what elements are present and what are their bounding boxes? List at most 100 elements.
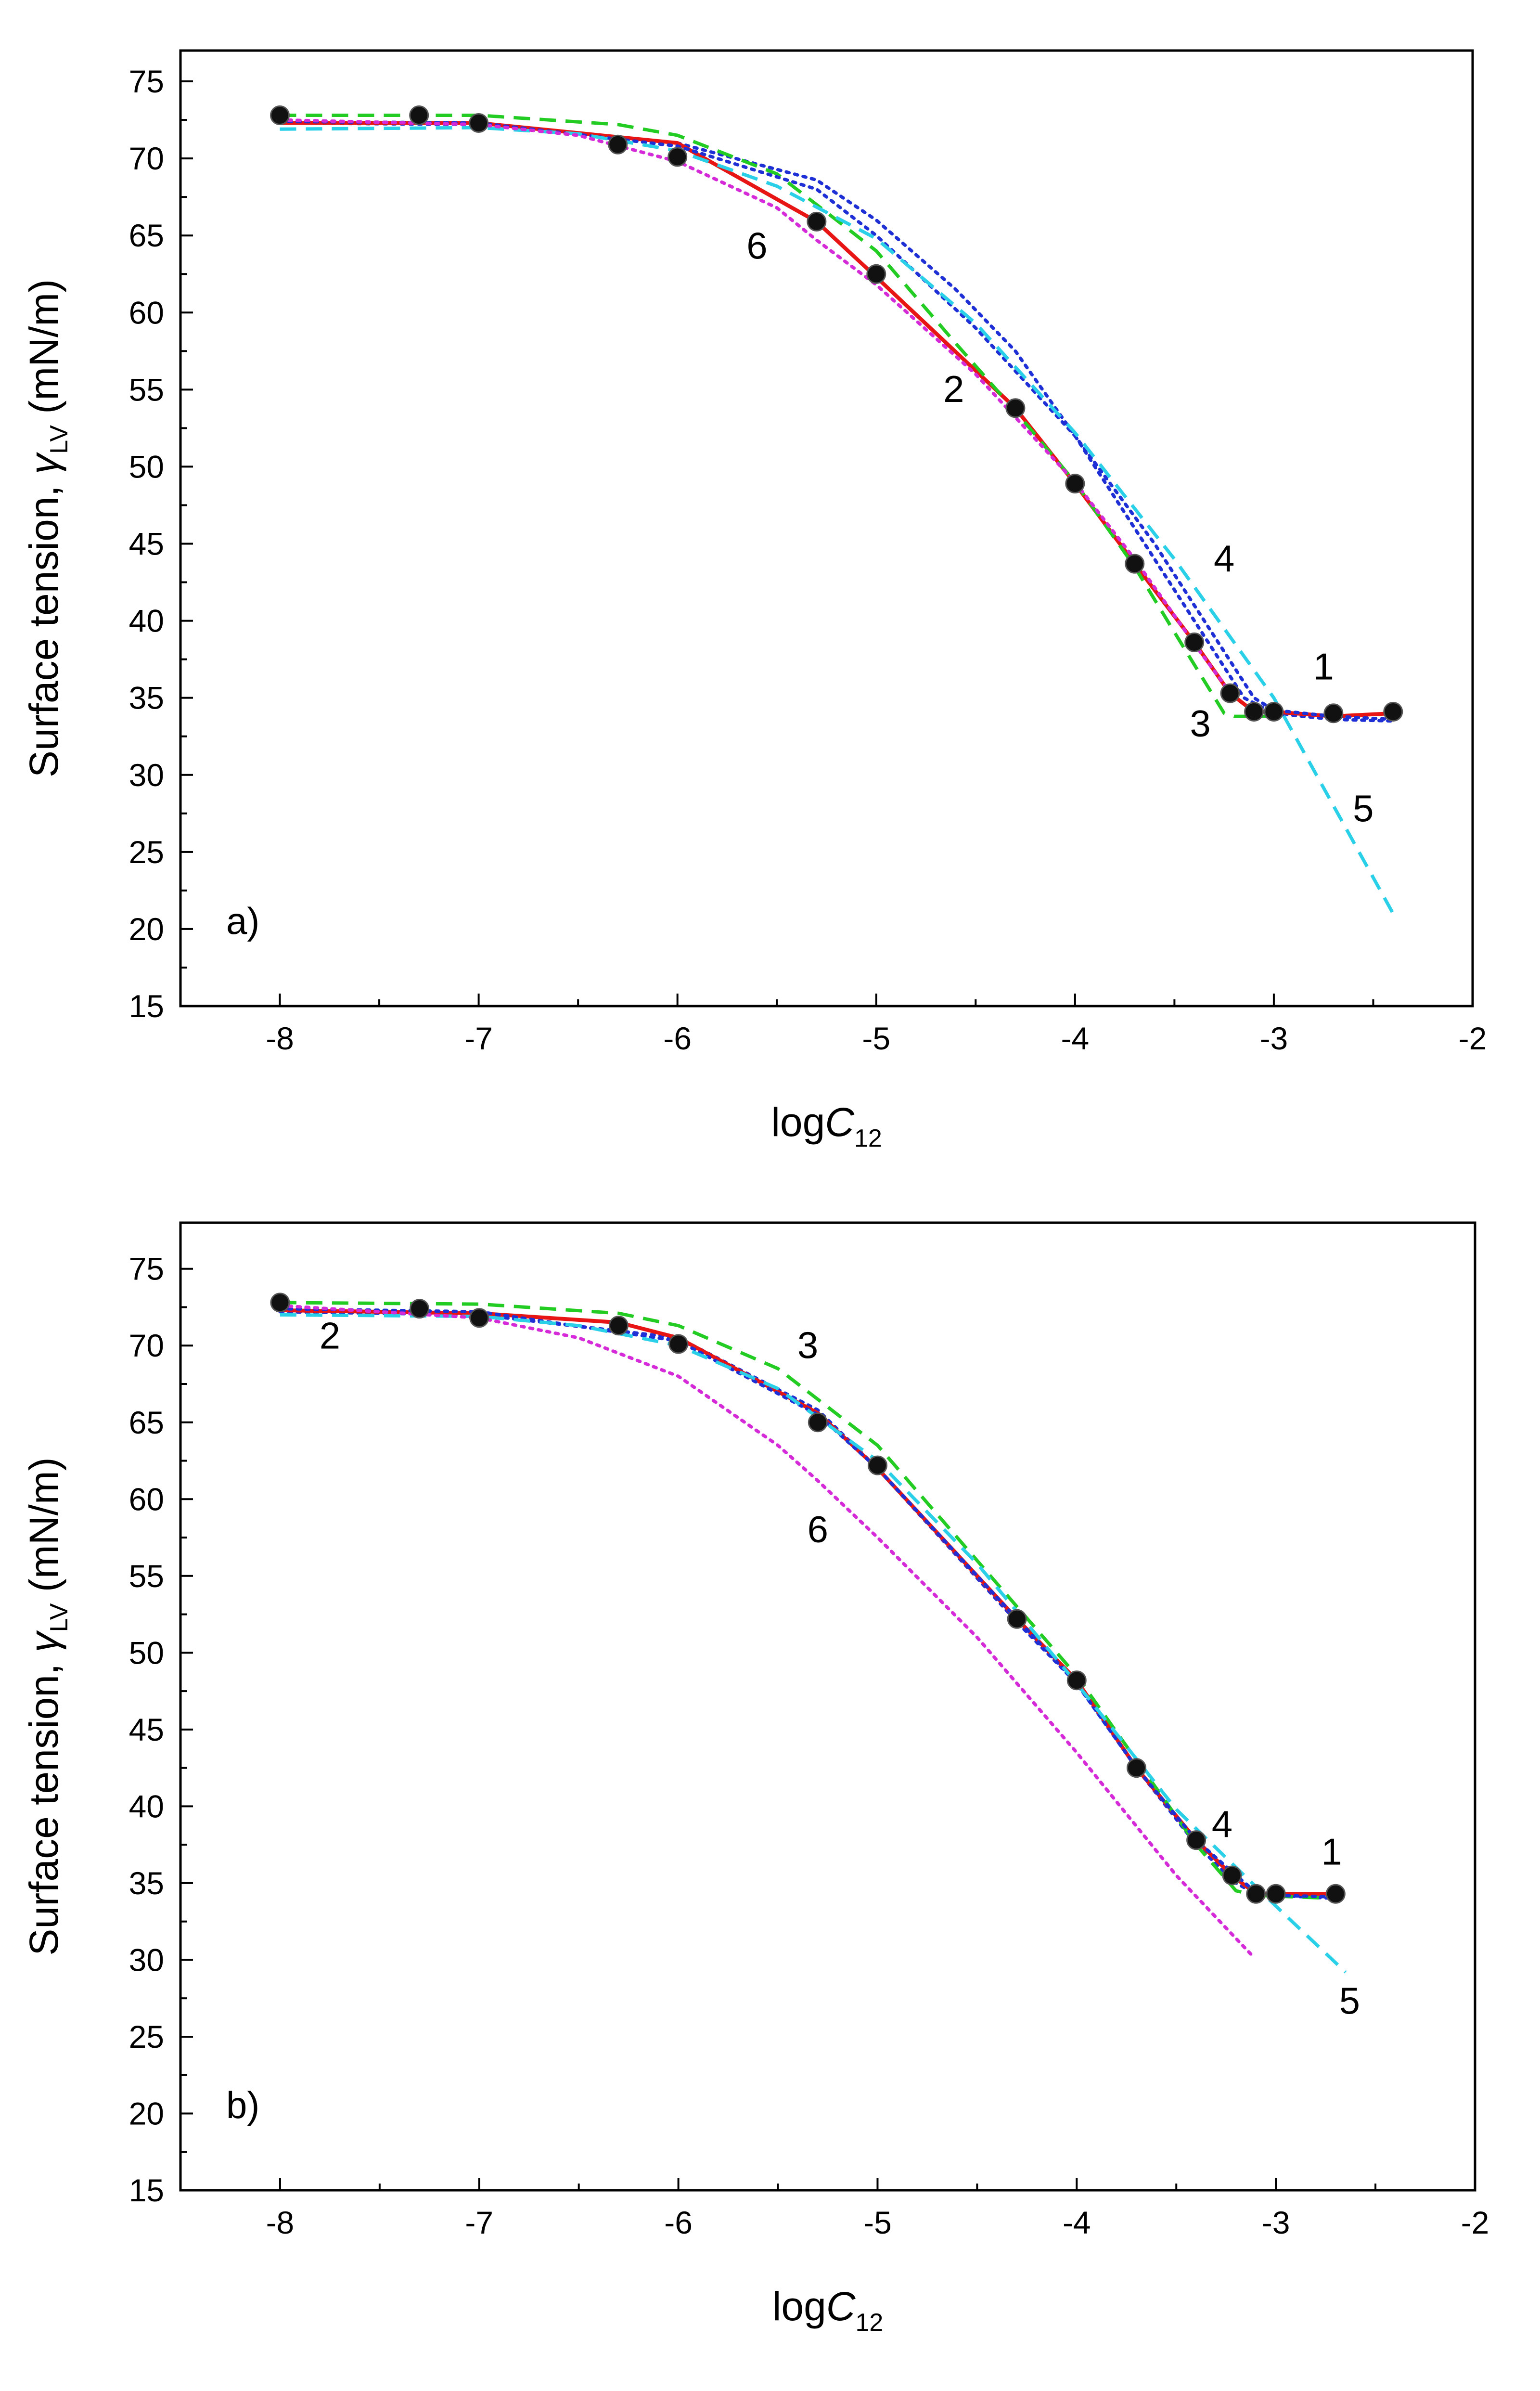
y-tick-label: 20: [129, 911, 164, 947]
y-tick-label: 40: [129, 603, 164, 639]
data-point: [866, 264, 886, 284]
data-point: [409, 105, 429, 125]
data-point: [668, 1334, 689, 1354]
x-tick-label: -6: [664, 2205, 693, 2240]
x-axis-title: logC12: [771, 1099, 882, 1152]
panel-label: b): [226, 2084, 259, 2126]
y-tick-label: 25: [129, 2019, 164, 2055]
data-point: [1065, 474, 1085, 494]
x-tick-label: -6: [663, 1021, 692, 1056]
data-point: [270, 105, 290, 125]
data-point: [1246, 1884, 1266, 1904]
x-tick-label: -2: [1461, 2205, 1489, 2240]
data-point: [1323, 703, 1344, 724]
series-line-5: [280, 126, 1395, 915]
y-axis-title: Surface tension, γLV (mN/m): [21, 279, 73, 777]
data-point: [1325, 1884, 1346, 1904]
data-point: [1220, 683, 1240, 703]
data-point: [1222, 1865, 1242, 1886]
panel-label: a): [226, 900, 259, 942]
y-tick-label: 30: [129, 757, 164, 793]
data-point: [608, 134, 628, 155]
y-tick-label: 45: [129, 526, 164, 562]
y-tick-label: 15: [129, 988, 164, 1024]
data-point: [1244, 701, 1264, 722]
x-tick-label: -3: [1260, 1021, 1288, 1056]
chart-panel-1: -8 -7 -6 -5 -4 -3 -215202530354045505560657075…: [21, 49, 1487, 1152]
x-tick-label: -4: [1061, 1021, 1090, 1056]
curve-label-3: 3: [1190, 702, 1210, 745]
data-point: [1264, 701, 1284, 722]
y-tick-label: 75: [129, 64, 164, 99]
data-point: [1126, 1758, 1146, 1778]
y-tick-label: 15: [129, 2172, 164, 2208]
curve-label-3: 3: [797, 1324, 818, 1366]
x-tick-label: -7: [465, 2205, 493, 2240]
series-line-2: [280, 1308, 1336, 1896]
curve-label-2: 2: [320, 1315, 340, 1357]
y-tick-label: 45: [129, 1712, 164, 1747]
y-tick-label: 55: [129, 1558, 164, 1594]
data-point: [808, 1412, 828, 1433]
y-tick-label: 50: [129, 1635, 164, 1670]
y-tick-label: 35: [129, 680, 164, 716]
data-point: [807, 211, 827, 232]
curve-label-5: 5: [1339, 1979, 1360, 2022]
data-point: [1184, 632, 1205, 652]
curve-label-6: 6: [808, 1508, 828, 1551]
x-tick-label: -8: [266, 2205, 295, 2240]
data-point: [469, 1308, 489, 1328]
data-point: [270, 1292, 290, 1313]
data-point: [1007, 1609, 1027, 1629]
data-point: [667, 147, 688, 167]
x-tick-label: -5: [862, 1021, 890, 1056]
data-point: [1186, 1830, 1206, 1850]
plot-frame: [179, 1221, 1476, 2192]
y-tick-label: 60: [129, 295, 164, 330]
y-tick-label: 70: [129, 141, 164, 176]
curve-label-1: 1: [1313, 645, 1334, 687]
series-line-6: [278, 118, 1236, 700]
y-tick-label: 20: [129, 2095, 164, 2131]
data-point: [1005, 398, 1026, 418]
y-tick-label: 30: [129, 1942, 164, 1977]
x-tick-label: -8: [266, 1021, 294, 1056]
y-tick-label: 65: [129, 218, 164, 253]
y-axis-title: Surface tension, γLV (mN/m): [21, 1457, 73, 1955]
y-tick-label: 50: [129, 449, 164, 484]
x-tick-label: -3: [1262, 2205, 1290, 2240]
y-tick-label: 25: [129, 834, 164, 870]
data-point: [1383, 701, 1403, 722]
data-point: [608, 1316, 629, 1336]
y-tick-label: 60: [129, 1481, 164, 1517]
x-axis-title: logC12: [772, 2284, 884, 2337]
data-point: [410, 1299, 430, 1319]
curve-label-2: 2: [943, 368, 964, 410]
x-tick-label: -5: [863, 2205, 892, 2240]
series-line-3: [280, 1301, 1336, 1900]
series-line-6: [278, 1304, 1254, 1957]
data-point: [1066, 1670, 1087, 1691]
series-line-3: [280, 114, 1274, 718]
x-tick-label: -2: [1459, 1021, 1487, 1056]
data-point: [469, 113, 489, 133]
y-tick-label: 35: [129, 1865, 164, 1901]
data-point: [1125, 554, 1145, 574]
data-point: [1266, 1884, 1286, 1904]
y-tick-label: 55: [129, 372, 164, 407]
series-line-2: [280, 121, 1394, 719]
plot-frame: [179, 49, 1474, 1008]
series-line-5: [280, 1313, 1347, 1974]
x-tick-label: -4: [1063, 2205, 1091, 2240]
curve-label-1: 1: [1321, 1831, 1342, 1873]
curve-label-6: 6: [746, 224, 767, 267]
y-tick-label: 75: [129, 1251, 164, 1287]
curve-label-5: 5: [1353, 787, 1373, 829]
y-tick-label: 65: [129, 1405, 164, 1440]
y-tick-label: 40: [129, 1788, 164, 1824]
curve-label-4: 4: [1212, 1803, 1232, 1845]
curve-label-4: 4: [1214, 537, 1234, 580]
data-point: [867, 1455, 887, 1475]
chart-panel-2: -8 -7 -6 -5 -4 -3 -215202530354045505560657075…: [21, 1221, 1489, 2337]
